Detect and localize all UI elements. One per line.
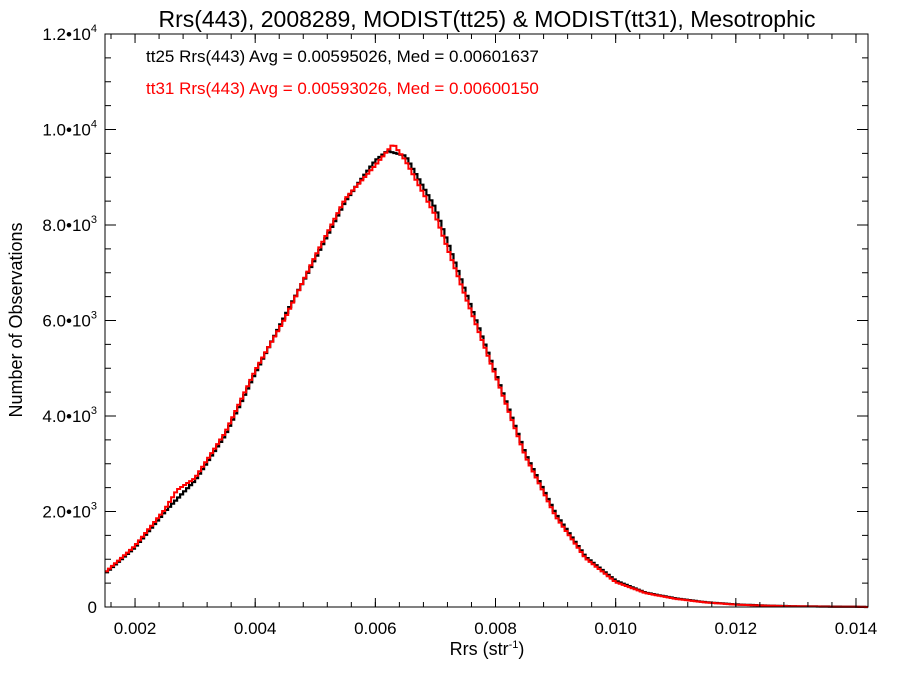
- x-axis-label: Rrs (str-1): [450, 639, 525, 659]
- x-tick-label: 0.002: [114, 619, 157, 638]
- x-tick-label: 0.012: [715, 619, 758, 638]
- y-tick-label: 2.0•103: [42, 501, 97, 522]
- y-tick-label: 4.0•103: [42, 405, 97, 426]
- y-axis-label: Number of Observations: [6, 222, 26, 417]
- series-layer: [105, 144, 868, 609]
- y-tick-label: 1.2•104: [42, 23, 97, 44]
- x-tick-label: 0.004: [234, 619, 277, 638]
- y-tick-label: 6.0•103: [42, 310, 97, 331]
- legend-tt31: tt31 Rrs(443) Avg = 0.00593026, Med = 0.…: [146, 79, 539, 98]
- series-tt25-line: [105, 150, 868, 609]
- plot-frame: [104, 33, 869, 608]
- series-tt31-line: [105, 144, 868, 608]
- y-tick-label: 8.0•103: [42, 214, 97, 235]
- chart-title: Rrs(443), 2008289, MODIST(tt25) & MODIST…: [159, 6, 816, 32]
- x-tick-label: 0.014: [835, 619, 878, 638]
- x-tick-label: 0.006: [354, 619, 397, 638]
- legend-tt25: tt25 Rrs(443) Avg = 0.00595026, Med = 0.…: [146, 47, 539, 66]
- axes: 0.002 0.004 0.006 0.008 0.010 0.012 0.014 0 2.0•…: [42, 23, 877, 638]
- y-tick-label: 0: [88, 598, 97, 617]
- x-tick-label: 0.010: [594, 619, 637, 638]
- y-tick-label: 1.0•104: [42, 119, 97, 140]
- x-tick-label: 0.008: [474, 619, 517, 638]
